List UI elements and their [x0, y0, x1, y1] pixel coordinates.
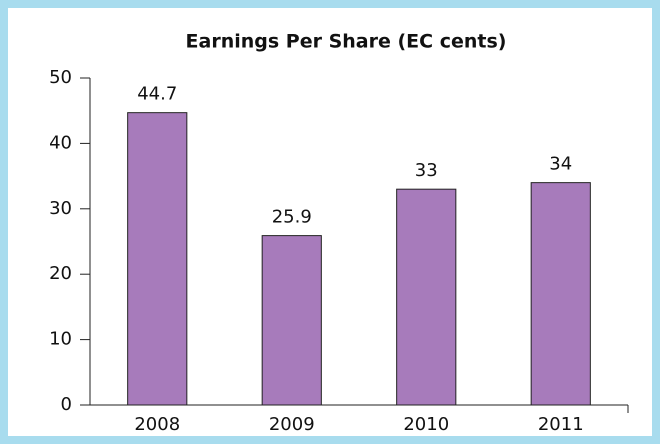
- data-label: 34: [549, 154, 572, 175]
- y-tick-label: 40: [49, 132, 72, 153]
- y-tick-label: 20: [49, 263, 72, 284]
- bar: [127, 112, 188, 406]
- x-tick-label: 2010: [403, 414, 449, 435]
- chart-title: Earnings Per Share (EC cents): [186, 31, 507, 53]
- bar: [530, 182, 591, 406]
- y-tick-label: 0: [61, 394, 72, 415]
- data-label: 33: [415, 160, 438, 181]
- x-tick-label: 2011: [538, 414, 584, 435]
- data-label: 25.9: [272, 207, 312, 228]
- y-tick-label: 30: [49, 198, 72, 219]
- bar: [396, 188, 457, 406]
- bar: [261, 235, 322, 406]
- data-label: 44.7: [137, 84, 177, 105]
- y-tick-label: 50: [49, 67, 72, 88]
- x-tick-label: 2008: [134, 414, 180, 435]
- y-tick-label: 10: [49, 329, 72, 350]
- x-tick-label: 2009: [269, 414, 315, 435]
